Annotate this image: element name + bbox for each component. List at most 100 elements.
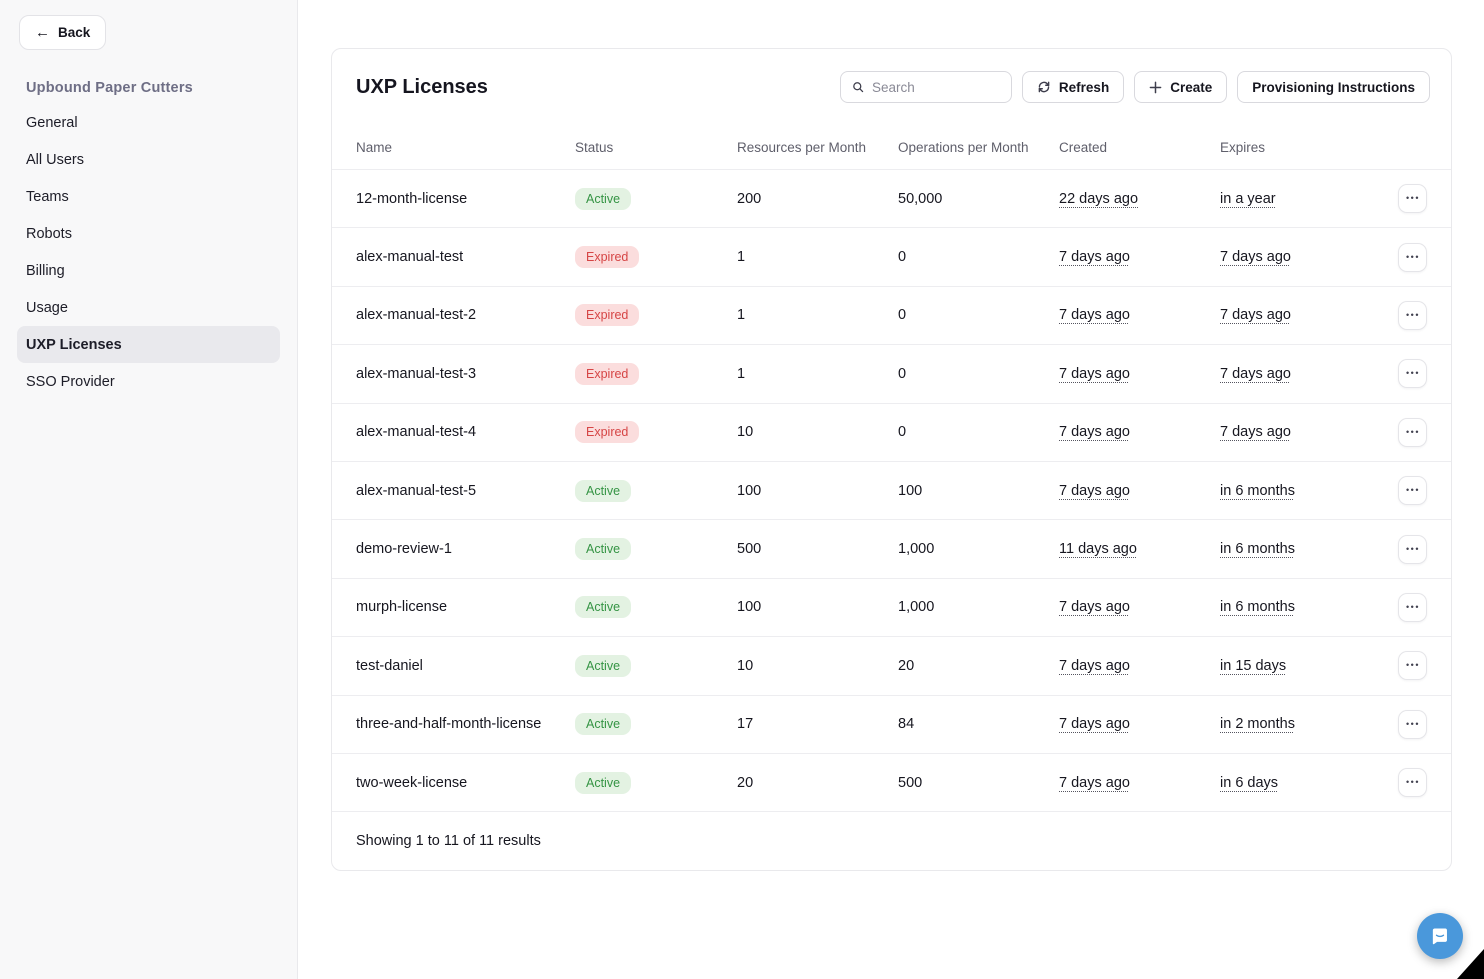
expires-date[interactable]: in 6 months (1220, 541, 1295, 558)
expires-date[interactable]: in a year (1220, 190, 1276, 207)
operations-per-month: 20 (898, 657, 915, 674)
toolbar: Refresh Create Provisioning Instructions (839, 71, 1430, 103)
sidebar-item-teams[interactable]: Teams (17, 178, 280, 215)
chat-launcher-button[interactable] (1417, 913, 1463, 959)
row-actions-button[interactable]: ••• (1398, 768, 1427, 798)
refresh-button-label: Refresh (1058, 79, 1110, 95)
ellipsis-icon: ••• (1406, 485, 1420, 496)
table-row: alex-manual-test-3 Expired 1 0 7 days ag… (332, 345, 1451, 404)
row-actions-button[interactable]: ••• (1398, 592, 1427, 622)
operations-per-month: 0 (898, 365, 907, 382)
status-badge: Active (575, 479, 632, 502)
row-actions-button[interactable]: ••• (1398, 476, 1427, 506)
ellipsis-icon: ••• (1406, 660, 1420, 671)
created-date[interactable]: 22 days ago (1059, 190, 1139, 207)
row-actions-button[interactable]: ••• (1398, 300, 1427, 330)
table-row: murph-license Active 100 1,000 7 days ag… (332, 579, 1451, 638)
sidebar-item-label: Usage (26, 299, 68, 316)
column-header-expires: Expires (1220, 139, 1266, 155)
expires-date[interactable]: in 6 days (1220, 774, 1279, 791)
sidebar-nav: General All Users Teams Robots Billing U… (17, 104, 280, 400)
license-name: two-week-license (356, 774, 468, 791)
sidebar-item-uxp-licenses[interactable]: UXP Licenses (17, 326, 280, 363)
operations-per-month: 1,000 (898, 541, 935, 558)
resources-per-month: 200 (737, 190, 762, 207)
resources-per-month: 100 (737, 482, 762, 499)
ellipsis-icon: ••• (1406, 777, 1420, 788)
created-date[interactable]: 11 days ago (1059, 541, 1137, 558)
status-badge: Active (575, 538, 632, 561)
created-date[interactable]: 7 days ago (1059, 716, 1130, 733)
created-date[interactable]: 7 days ago (1059, 482, 1130, 499)
sidebar-item-billing[interactable]: Billing (17, 252, 280, 289)
ellipsis-icon: ••• (1406, 309, 1420, 320)
refresh-icon (1038, 81, 1050, 93)
back-button[interactable]: ← Back (19, 15, 107, 50)
licenses-card: UXP Licenses Refresh (331, 48, 1452, 872)
expires-date[interactable]: 7 days ago (1220, 307, 1291, 324)
status-badge: Active (575, 771, 632, 794)
sidebar-item-robots[interactable]: Robots (17, 215, 280, 252)
expires-date[interactable]: in 15 days (1220, 657, 1287, 674)
sidebar-item-sso-provider[interactable]: SSO Provider (17, 363, 280, 400)
operations-per-month: 0 (898, 424, 907, 441)
ellipsis-icon: ••• (1406, 718, 1420, 729)
column-header-status: Status (575, 139, 614, 155)
created-date[interactable]: 7 days ago (1059, 657, 1130, 674)
sidebar-item-label: SSO Provider (26, 373, 115, 390)
created-date[interactable]: 7 days ago (1059, 774, 1130, 791)
refresh-button[interactable]: Refresh (1021, 71, 1125, 103)
sidebar-item-label: All Users (26, 151, 85, 168)
create-button[interactable]: Create (1134, 71, 1228, 103)
table-row: test-daniel Active 10 20 7 days ago in 1… (332, 637, 1451, 696)
expires-date[interactable]: in 2 months (1220, 716, 1295, 733)
provisioning-instructions-button[interactable]: Provisioning Instructions (1237, 71, 1430, 103)
main-content: UXP Licenses Refresh (298, 0, 1484, 979)
created-date[interactable]: 7 days ago (1059, 599, 1130, 616)
status-badge: Expired (575, 246, 640, 269)
expires-date[interactable]: 7 days ago (1220, 249, 1291, 266)
sidebar-item-general[interactable]: General (17, 104, 280, 141)
table-row: three-and-half-month-license Active 17 8… (332, 696, 1451, 754)
resources-per-month: 1 (737, 365, 746, 382)
sidebar-item-label: UXP Licenses (26, 336, 122, 353)
license-name: murph-license (356, 599, 448, 616)
expires-date[interactable]: 7 days ago (1220, 365, 1291, 382)
table-row: two-week-license Active 20 500 7 days ag… (332, 754, 1451, 813)
table-row: alex-manual-test-2 Expired 1 0 7 days ag… (332, 287, 1451, 346)
created-date[interactable]: 7 days ago (1059, 307, 1130, 324)
sidebar: ← Back Upbound Paper Cutters General All… (0, 0, 298, 979)
resources-per-month: 10 (737, 657, 754, 674)
row-actions-button[interactable]: ••• (1398, 184, 1427, 214)
expires-date[interactable]: 7 days ago (1220, 424, 1291, 441)
license-name: three-and-half-month-license (356, 716, 542, 733)
row-actions-button[interactable]: ••• (1398, 709, 1427, 739)
search-box[interactable] (839, 71, 1012, 103)
row-actions-button[interactable]: ••• (1398, 359, 1427, 389)
ellipsis-icon: ••• (1406, 543, 1420, 554)
table-footer: Showing 1 to 11 of 11 results (332, 812, 1451, 870)
resources-per-month: 1 (737, 307, 746, 324)
license-name: test-daniel (356, 657, 423, 674)
status-badge: Active (575, 187, 632, 210)
status-badge: Active (575, 596, 632, 619)
sidebar-item-label: Teams (26, 188, 69, 205)
sidebar-item-all-users[interactable]: All Users (17, 141, 280, 178)
expires-date[interactable]: in 6 months (1220, 482, 1295, 499)
row-actions-button[interactable]: ••• (1398, 651, 1427, 681)
search-input[interactable] (872, 79, 1000, 95)
expires-date[interactable]: in 6 months (1220, 599, 1295, 616)
created-date[interactable]: 7 days ago (1059, 249, 1130, 266)
row-actions-button[interactable]: ••• (1398, 417, 1427, 447)
created-date[interactable]: 7 days ago (1059, 424, 1130, 441)
created-date[interactable]: 7 days ago (1059, 365, 1130, 382)
sidebar-item-label: Robots (26, 225, 72, 242)
license-name: demo-review-1 (356, 541, 452, 558)
row-actions-button[interactable]: ••• (1398, 242, 1427, 272)
sidebar-item-usage[interactable]: Usage (17, 289, 280, 326)
column-header-operations-per-month: Operations per Month (898, 139, 1029, 155)
ellipsis-icon: ••• (1406, 193, 1420, 204)
chat-bubble-icon (1432, 928, 1447, 945)
operations-per-month: 84 (898, 716, 915, 733)
row-actions-button[interactable]: ••• (1398, 534, 1427, 564)
